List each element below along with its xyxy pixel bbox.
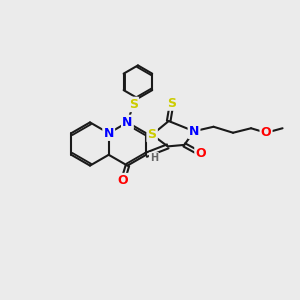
Text: S: S <box>129 98 138 111</box>
Text: S: S <box>167 97 176 110</box>
Text: H: H <box>150 153 158 163</box>
Text: O: O <box>118 174 128 187</box>
Text: O: O <box>196 147 206 161</box>
Text: N: N <box>189 125 199 138</box>
Text: N: N <box>103 127 114 140</box>
Text: N: N <box>122 116 133 129</box>
Text: S: S <box>148 128 157 141</box>
Text: O: O <box>261 126 272 139</box>
